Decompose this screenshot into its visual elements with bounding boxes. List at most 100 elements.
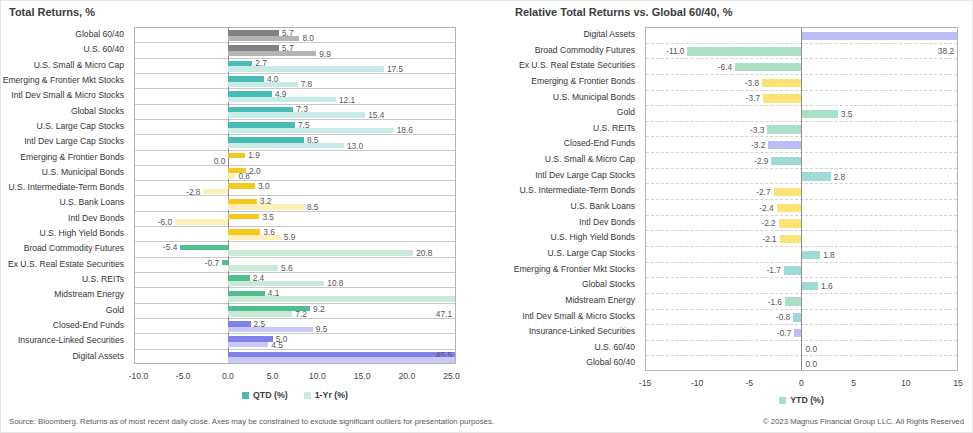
ytd-bar <box>763 94 801 102</box>
legend-item: QTD (%) <box>242 390 288 400</box>
category-label: U.S. Intermediate-Term Bonds <box>488 183 640 199</box>
one-yr-bar <box>228 66 384 72</box>
category-label: U.S. Municipal Bonds <box>488 90 640 106</box>
ytd-bar <box>780 235 802 243</box>
row-separator <box>135 349 455 350</box>
value-label: 2.0 <box>249 167 261 175</box>
ytd-bar <box>768 141 801 149</box>
row-separator <box>135 119 455 120</box>
value-label: 5.6 <box>281 264 293 272</box>
category-label: Intl Dev Bonds <box>1 211 129 226</box>
legend-swatch <box>242 392 249 399</box>
ytd-bar <box>784 266 802 274</box>
value-label: -11.0 <box>666 47 684 55</box>
axis-tick-label: 25.0 <box>443 371 460 381</box>
axis-tick-label: 0.0 <box>222 371 234 381</box>
category-label: Intl Dev Large Cap Stocks <box>488 168 640 184</box>
one-yr-bar <box>175 219 228 225</box>
category-label: Digital Assets <box>1 349 129 364</box>
category-label: Emerging & Frontier Bonds <box>488 74 640 90</box>
ytd-bar <box>771 157 801 165</box>
ytd-bar <box>802 172 831 180</box>
ytd-bar <box>762 79 801 87</box>
category-label: Gold <box>488 105 640 121</box>
axis-tick-label: 20.0 <box>398 371 415 381</box>
ytd-bar <box>767 125 801 133</box>
total-returns-title: Total Returns, % <box>9 6 95 18</box>
copyright-note: © 2023 Magnus Financial Group LLC. All R… <box>763 417 964 426</box>
legend-label: YTD (%) <box>790 395 824 405</box>
row-separator <box>135 241 455 242</box>
chart-legend: QTD (%)1-Yr (%) <box>134 390 456 400</box>
ytd-bar <box>779 219 802 227</box>
category-label: Broad Commodity Futures <box>1 241 129 256</box>
category-label: Intl Dev Small & Micro Stocks <box>1 88 129 103</box>
row-separator <box>135 195 455 196</box>
ytd-bar <box>785 297 802 305</box>
category-label: Insurance-Linked Securities <box>1 333 129 348</box>
value-label: 10.8 <box>327 279 343 287</box>
row-separator <box>135 88 455 89</box>
ytd-bar <box>794 329 801 337</box>
value-label: 18.6 <box>397 126 413 134</box>
one-yr-bar <box>228 128 393 134</box>
category-label: Emerging & Frontier Mkt Stocks <box>1 73 129 88</box>
axis-tick-label: 15 <box>953 378 963 388</box>
value-label: 13.0 <box>347 142 363 150</box>
qtd-bar <box>228 153 245 159</box>
legend-swatch <box>304 392 311 399</box>
value-label: 5.9 <box>284 233 296 241</box>
value-label: 0.0 <box>806 360 818 368</box>
value-label: 9.9 <box>319 50 331 58</box>
legend-swatch <box>779 397 786 404</box>
one-yr-bar <box>228 327 312 333</box>
value-label: -2.2 <box>761 219 775 227</box>
category-label: Closed-End Funds <box>1 318 129 333</box>
value-label: 17.5 <box>387 65 403 73</box>
category-label: U.S. 60/40 <box>488 340 640 356</box>
value-label: -0.8 <box>776 313 790 321</box>
category-label: U.S. High Yield Bonds <box>1 226 129 241</box>
value-label: 0.8 <box>238 172 250 180</box>
value-label: -2.7 <box>756 188 770 196</box>
value-label: -3.2 <box>751 141 765 149</box>
value-label: 8.0 <box>302 34 314 42</box>
category-label: U.S. Intermediate-Term Bonds <box>1 180 129 195</box>
row-separator <box>135 303 455 304</box>
category-label: U.S. 60/40 <box>1 42 129 57</box>
value-label: -3.8 <box>745 79 759 87</box>
one-yr-bar <box>228 82 297 88</box>
value-label: 4.5 <box>271 341 283 349</box>
category-label: Midstream Energy <box>488 293 640 309</box>
one-yr-bar <box>228 357 455 363</box>
one-yr-bar <box>228 112 365 118</box>
row-separator <box>135 211 455 212</box>
axis-tick-label: 5.0 <box>267 371 279 381</box>
one-yr-bar <box>228 143 344 149</box>
ytd-bar <box>802 282 819 290</box>
category-label: Global 60/40 <box>488 355 640 371</box>
one-yr-bar <box>228 265 278 271</box>
category-label: Midstream Energy <box>1 287 129 302</box>
category-label: Closed-End Funds <box>488 136 640 152</box>
category-label: U.S. Municipal Bonds <box>1 165 129 180</box>
value-label: 1.8 <box>823 251 835 259</box>
ytd-bar <box>802 110 838 118</box>
one-yr-bar <box>203 189 228 195</box>
one-yr-bar <box>228 204 304 210</box>
value-label: -0.7 <box>205 259 219 267</box>
value-label: 1.9 <box>248 151 260 159</box>
category-label: Emerging & Frontier Bonds <box>1 150 129 165</box>
row-separator <box>135 165 455 166</box>
one-yr-bar <box>228 97 336 103</box>
category-label: Global Stocks <box>488 277 640 293</box>
total-returns-panel: Total Returns, % Global 60/40U.S. 60/40U… <box>1 1 488 433</box>
axis-tick-label: 5 <box>851 378 856 388</box>
value-label: 15.4 <box>368 111 384 119</box>
row-separator <box>135 73 455 74</box>
row-separator <box>135 180 455 181</box>
row-separator <box>135 226 455 227</box>
row-separator <box>135 42 455 43</box>
plot-area: 5.75.72.74.04.97.37.58.51.92.03.03.23.53… <box>134 27 456 364</box>
row-separator <box>135 272 455 273</box>
